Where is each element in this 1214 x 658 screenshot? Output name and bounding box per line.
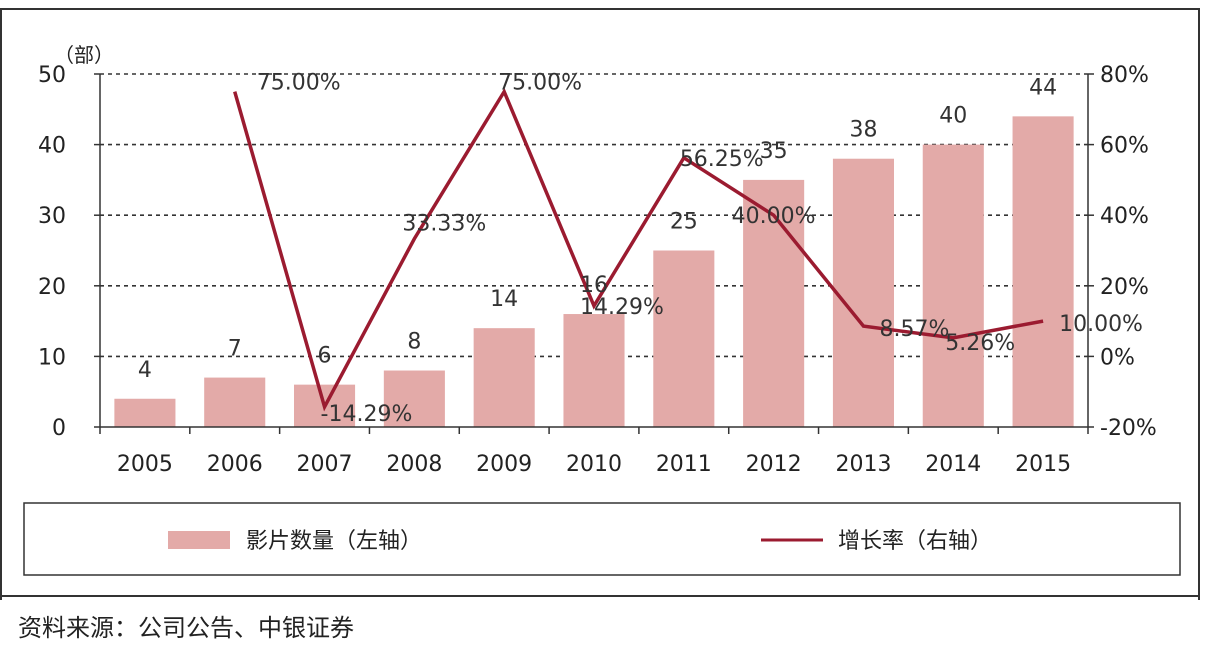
right-tick-label: 60% (1100, 134, 1149, 159)
right-tick-label: -20% (1100, 416, 1157, 441)
x-tick-label: 2010 (566, 452, 622, 477)
bar (832, 158, 894, 427)
right-tick-label: 20% (1100, 275, 1149, 300)
bar (383, 370, 445, 427)
source-note: 资料来源：公司公告、中银证券 (18, 614, 354, 642)
line-data-label: 75.00% (498, 71, 582, 96)
x-tick-label: 2006 (207, 452, 263, 477)
bar-data-label: 6 (318, 344, 332, 369)
left-tick-label: 0 (52, 416, 66, 441)
bar-data-label: 40 (939, 104, 967, 129)
left-tick-label: 50 (38, 63, 66, 88)
legend-bar-label: 影片数量（左轴） (246, 529, 422, 554)
line-data-label: -14.29% (321, 402, 413, 427)
bar-data-label: 4 (138, 358, 152, 383)
bar-data-label: 38 (849, 118, 877, 143)
bar (473, 328, 535, 427)
bar-data-label: 44 (1029, 75, 1057, 100)
x-tick-label: 2007 (297, 452, 353, 477)
line-data-label: 10.00% (1059, 312, 1143, 337)
right-tick-label: 0% (1100, 345, 1135, 370)
x-tick-label: 2015 (1015, 452, 1071, 477)
left-tick-label: 30 (38, 204, 66, 229)
line-data-label: 33.33% (402, 212, 486, 237)
legend-line-label: 增长率（右轴） (838, 529, 992, 554)
bar-data-label: 8 (407, 330, 421, 355)
x-tick-label: 2009 (476, 452, 532, 477)
axes (94, 73, 1094, 434)
x-tick-label: 2008 (386, 452, 442, 477)
line-data-label: 5.26% (945, 331, 1015, 356)
bar-data-label: 25 (670, 210, 698, 235)
bar (922, 144, 984, 427)
x-tick-label: 2011 (656, 452, 712, 477)
line-data-label: 75.00% (257, 71, 341, 96)
line-series (233, 87, 1044, 412)
growth-rate-line (233, 87, 1044, 412)
line-data-label: 8.57% (879, 317, 949, 342)
bar (204, 377, 266, 427)
bar-series (114, 116, 1074, 428)
tick-labels: 0 10 20 30 40 50 -20% 0% 20% 40% 60% 80% 2005 2006 200… (38, 63, 1157, 477)
line-data-label: 14.29% (580, 295, 664, 320)
line-data-label: 56.25% (680, 147, 764, 172)
bar (653, 250, 715, 427)
bar-data-label: 14 (490, 287, 518, 312)
x-tick-label: 2014 (925, 452, 981, 477)
x-tick-label: 2005 (117, 452, 173, 477)
left-tick-label: 40 (38, 134, 66, 159)
line-data-labels: 75.00% -14.29% 33.33% 75.00% 14.29% 56.25% 40.… (257, 71, 1143, 427)
legend-box (23, 502, 1181, 576)
bar-data-label: 16 (580, 273, 608, 298)
line-data-label: 40.00% (732, 204, 816, 229)
bar (563, 314, 625, 427)
left-tick-label: 10 (38, 345, 66, 370)
x-tick-label: 2013 (835, 452, 891, 477)
bar (1012, 116, 1074, 428)
left-tick-label: 20 (38, 275, 66, 300)
right-tick-label: 40% (1100, 204, 1149, 229)
x-tick-label: 2012 (746, 452, 802, 477)
left-axis-unit: （部） (54, 43, 114, 67)
bar-data-label: 7 (228, 337, 242, 362)
right-tick-label: 80% (1100, 63, 1149, 88)
bar-data-labels: 4 7 6 8 14 16 25 35 38 40 44 (138, 75, 1057, 382)
bar-data-label: 35 (760, 139, 788, 164)
bar (743, 179, 805, 427)
bar (114, 398, 176, 427)
legend-bar-swatch (168, 531, 230, 549)
